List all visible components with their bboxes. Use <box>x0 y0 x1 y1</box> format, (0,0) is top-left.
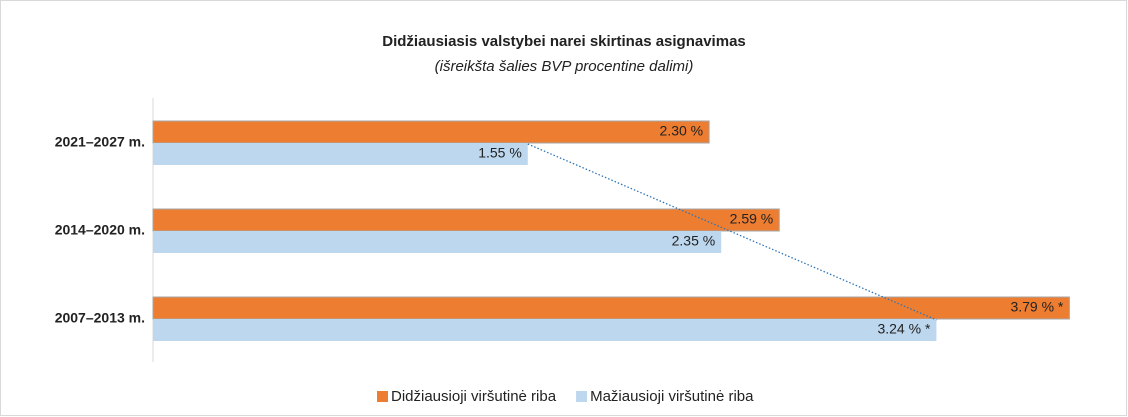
legend-swatch <box>377 391 388 402</box>
data-label: 2.30 % <box>660 123 704 139</box>
data-label: 3.24 % * <box>877 321 930 337</box>
bar <box>153 143 528 165</box>
y-tick-label: 2007–2013 m. <box>55 310 145 326</box>
bar <box>153 319 937 341</box>
data-label: 2.59 % <box>730 211 774 227</box>
data-label: 1.55 % <box>478 145 522 161</box>
bar <box>152 120 710 144</box>
bar <box>152 296 1070 320</box>
legend-label: Mažiausioji viršutinė riba <box>590 388 754 405</box>
chart-title: Didžiausiasis valstybei narei skirtinas … <box>382 33 746 50</box>
y-tick-label: 2021–2027 m. <box>55 134 145 150</box>
trend-line <box>527 143 937 321</box>
legend-swatch <box>576 391 588 402</box>
y-tick-label: 2014–2020 m. <box>55 222 145 238</box>
legend-label: Didžiausioji viršutinė riba <box>391 388 557 405</box>
bar <box>153 231 722 253</box>
data-label: 3.79 % * <box>1010 299 1063 315</box>
data-label: 2.35 % <box>672 233 716 249</box>
chart-subtitle: (išreikšta šalies BVP procentine dalimi) <box>435 58 694 75</box>
